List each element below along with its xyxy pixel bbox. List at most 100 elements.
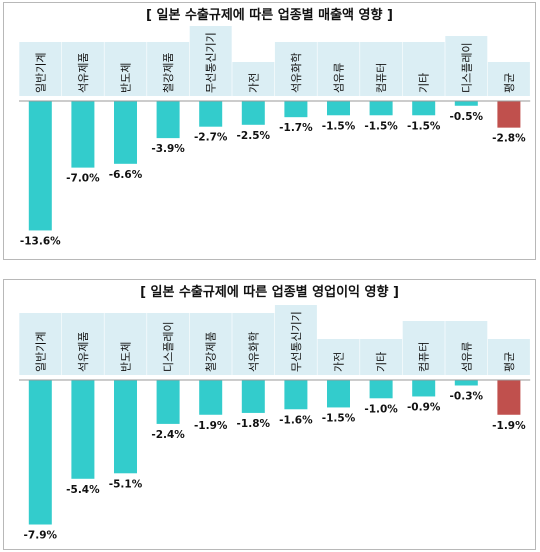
category-label: 철강제품 [162,53,175,93]
category-label-box [317,42,360,96]
category-label: 기타 [418,73,431,93]
value-label: -13.6% [20,235,61,247]
category-label: 무선통신기기 [205,32,218,93]
category-label-box [445,36,488,96]
bar [412,101,436,116]
category-label: 디스플레이 [460,42,473,93]
category-label-box [19,313,62,375]
category-label-box [189,313,232,375]
category-label-box [487,339,530,375]
category-label-box [189,26,232,96]
category-label-box [147,42,190,96]
category-label-box [402,321,445,375]
category-label-box [61,313,104,375]
category-label-box [61,42,104,96]
category-label-box [317,339,360,375]
bar [199,380,223,415]
category-label: 무선통신기기 [290,311,303,372]
value-label: -1.8% [237,418,271,430]
bar [241,380,265,413]
chart-title: [ 일본 수출규제에 따른 업종별 매출액 영향 ] [146,7,393,23]
category-label-box [19,42,62,96]
bar [28,380,52,525]
bar [454,380,478,386]
value-label: -6.6% [109,169,143,181]
bar [199,101,223,127]
value-label: -2.4% [151,429,185,441]
category-label-box [147,313,190,375]
category-label: 평균 [503,73,516,93]
value-label: -1.9% [194,420,228,432]
category-label: 가전 [247,73,260,93]
value-label: -0.3% [450,390,484,402]
value-label: -1.9% [492,420,526,432]
bar [156,101,180,139]
category-label: 섬유류 [460,342,473,372]
category-label: 기타 [375,352,388,372]
value-label: -1.0% [364,403,398,415]
category-label: 일반기계 [33,332,47,372]
chart-title: [ 일본 수출규제에 따른 업종별 영업이익 영향 ] [140,284,399,300]
bar [71,101,95,168]
bar [241,101,265,125]
value-label: -5.1% [109,478,143,490]
value-label: -3.9% [151,143,185,155]
category-label: 석유화학 [247,332,260,372]
category-label-box [232,313,275,375]
value-label: -0.9% [407,401,441,413]
bar [114,380,137,474]
value-label: -5.4% [66,484,100,496]
category-label: 석유제품 [77,53,90,93]
sales-chart: [ 일본 수출규제에 따른 업종별 매출액 영향 ] 일반기계 -13.6% 석유제품… [19,7,531,247]
category-label: 평균 [503,352,516,372]
category-label-box [232,62,275,96]
bar [327,101,350,116]
value-label: -1.5% [407,120,441,132]
value-label: -2.5% [237,130,271,142]
value-label: -7.9% [24,530,58,542]
bar [454,101,478,106]
category-label: 디스플레이 [162,321,175,372]
chart-panel-sales: [ 일본 수출규제에 따른 업종별 매출액 영향 ] 일반기계 -13.6% 석유제품… [3,2,536,260]
category-label-box [274,42,317,96]
bar [284,101,308,118]
category-label: 일반기계 [33,53,47,93]
value-label: -1.7% [279,122,313,134]
value-label: -1.5% [364,120,398,132]
category-label-box [360,42,403,96]
bar [497,380,521,415]
bar [327,380,350,408]
category-label-box [402,42,445,96]
bar [497,101,521,128]
category-label: 컴퓨터 [418,342,431,372]
value-label: -2.8% [492,133,526,145]
chart-panel-operating-profit: [ 일본 수출규제에 따른 업종별 영업이익 영향 ] 일반기계 -7.9% 석유제품… [3,279,536,550]
bar [156,380,180,424]
value-label: -1.6% [279,414,313,426]
category-label: 석유화학 [290,53,303,93]
category-label-box [487,62,530,96]
category-label: 석유제품 [77,332,90,372]
value-label: -1.5% [322,412,356,424]
value-label: -1.5% [322,120,356,132]
category-label: 반도체 [120,63,133,93]
operating-profit-chart: [ 일본 수출규제에 따른 업종별 영업이익 영향 ] 일반기계 -7.9% 석유제품… [19,284,531,542]
category-label-box [104,313,147,375]
category-label-box [360,339,403,375]
bar [369,101,393,116]
category-label-box [274,305,317,375]
category-label-box [104,42,147,96]
value-label: -2.7% [194,132,228,144]
bar [369,380,393,399]
bar [28,101,52,231]
category-label: 반도체 [120,342,133,372]
bar [114,101,137,164]
bar [284,380,308,410]
value-label: -7.0% [66,173,100,185]
bar [412,380,436,397]
category-label: 섬유류 [333,63,346,93]
category-label-box [445,321,488,375]
category-label: 철강제품 [205,332,218,372]
category-label: 가전 [333,352,346,372]
category-label: 컴퓨터 [375,63,388,93]
